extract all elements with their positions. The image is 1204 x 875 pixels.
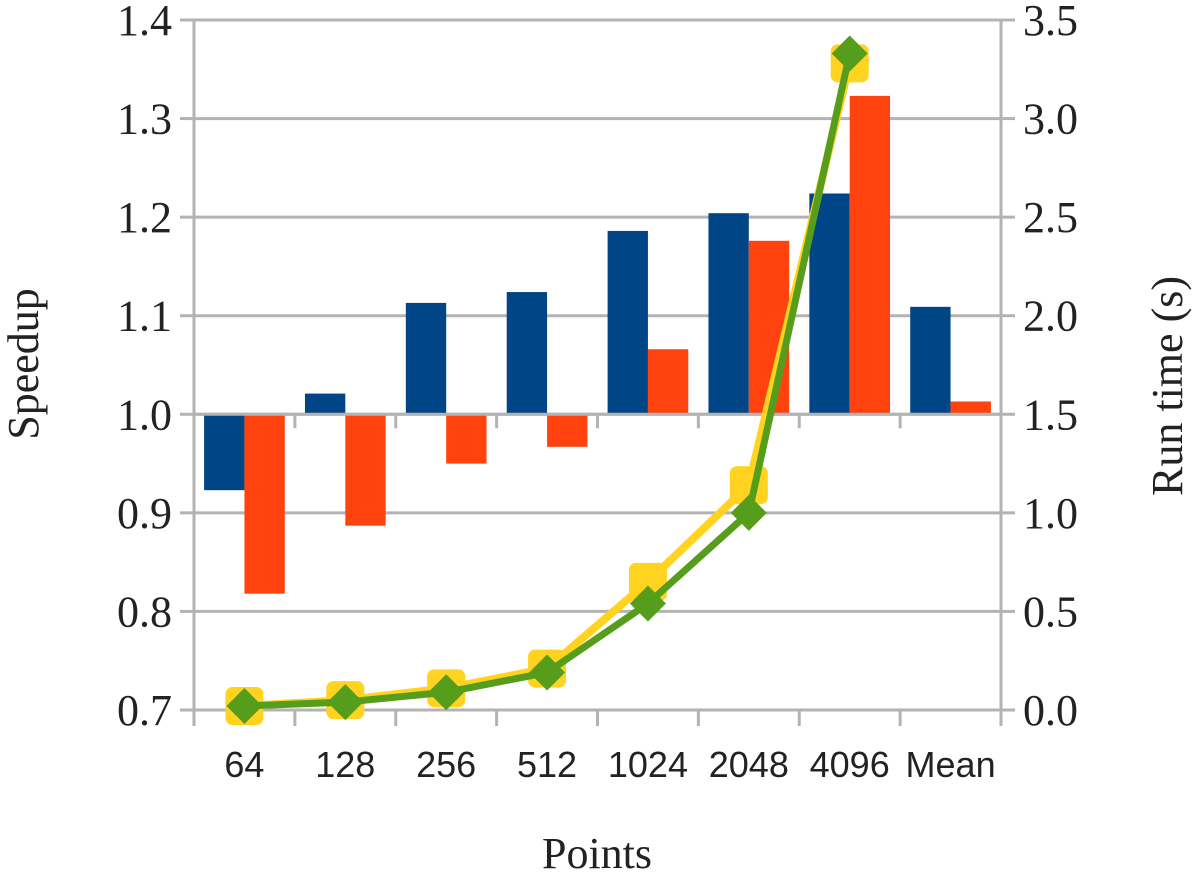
y2-tick-label: 1.5 <box>1023 390 1078 439</box>
y-tick-label: 0.9 <box>117 489 172 538</box>
x-tick-label: 512 <box>517 744 577 785</box>
diamond-marker-256 <box>428 674 465 711</box>
diamond-marker-128 <box>327 684 364 721</box>
bar-series-1-256 <box>405 302 447 415</box>
x-tick-label: 128 <box>315 744 375 785</box>
bar-series-2-64 <box>244 414 285 594</box>
axes <box>192 20 1003 726</box>
bar-series-1-2048 <box>708 213 749 415</box>
y2-tick-label: 0.5 <box>1023 587 1078 636</box>
diamond-marker-512 <box>529 654 566 691</box>
y-tick-label: 1.3 <box>117 95 172 144</box>
y2-tick-label: 3.5 <box>1023 0 1078 45</box>
bar-series-2-Mean <box>950 401 991 415</box>
bar-series-1-Mean <box>910 306 951 415</box>
bar-series-2-4096 <box>849 95 891 415</box>
bar-series-1-4096 <box>809 193 850 415</box>
y-tick-label: 1.0 <box>117 390 172 439</box>
diamond-marker-2048 <box>730 494 767 531</box>
bar-series-1-128 <box>304 393 346 415</box>
bar-series-2-128 <box>345 414 386 526</box>
y2-tick-label: 3.0 <box>1023 95 1078 144</box>
y-axis-title: Speedup <box>0 288 48 440</box>
y2-axis-title: Run time (s) <box>1143 276 1192 496</box>
bar-series-1-64 <box>204 414 245 491</box>
x-tick-label: 4096 <box>810 744 890 785</box>
bar-series-2-512 <box>547 414 588 447</box>
x-tick-label: 1024 <box>608 744 688 785</box>
y2-tick-label: 1.0 <box>1023 489 1078 538</box>
y2-tick-label: 0.0 <box>1023 686 1078 735</box>
y2-tick-label: 2.0 <box>1023 292 1078 341</box>
diamond-marker-4096 <box>831 35 868 72</box>
bar-series-1-512 <box>506 292 548 415</box>
diamond-marker-1024 <box>629 585 666 622</box>
x-tick-label: 2048 <box>709 744 789 785</box>
y-tick-label: 0.7 <box>117 686 172 735</box>
y-tick-label: 0.8 <box>117 587 172 636</box>
y-tick-label: 1.2 <box>117 193 172 242</box>
bar-series-2-1024 <box>647 349 689 415</box>
x-axis-title: Points <box>542 829 652 875</box>
diamond-marker-64 <box>226 688 263 725</box>
y-tick-label: 1.1 <box>117 292 172 341</box>
bars <box>204 95 991 594</box>
y-tick-label: 1.4 <box>117 0 172 45</box>
x-tick-label: 64 <box>224 744 264 785</box>
bar-series-2-256 <box>446 414 487 464</box>
y2-tick-label: 2.5 <box>1023 193 1078 242</box>
line-series <box>225 35 869 726</box>
bar-series-1-1024 <box>607 230 648 415</box>
tick-labels: 0.7 0.8 0.9 1.0 1.1 1.2 1.3 1.4 0.0 0.5 1.0 1.5 2.0 2… <box>117 0 1078 785</box>
x-tick-label: Mean <box>906 744 996 785</box>
x-tick-label: 256 <box>416 744 476 785</box>
